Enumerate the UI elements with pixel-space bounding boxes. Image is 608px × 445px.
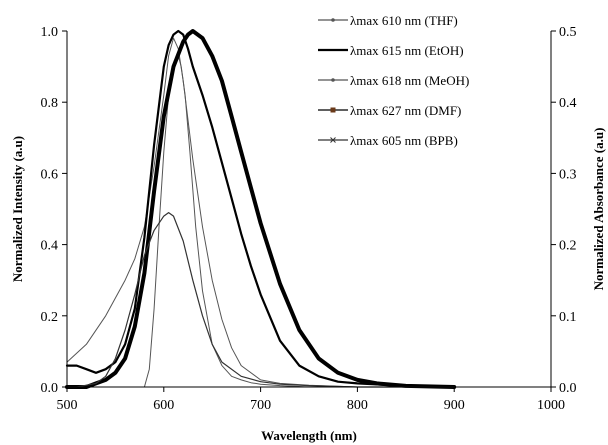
series-line-4 (65, 29, 457, 389)
x-tick-label: 900 (444, 398, 465, 413)
x-tick-label: 700 (250, 398, 271, 413)
legend-label: λmax 610 nm (THF) (350, 13, 458, 28)
legend-item: λmax 605 nm (BPB) (318, 133, 458, 148)
legend-marker (330, 107, 336, 113)
y-tick-label: 0.0 (41, 381, 59, 396)
axes-layer (66, 31, 552, 388)
series-line-5 (66, 212, 455, 388)
ticks-layer: 500 600 700 800 900 1000 0.0 0.2 0.4 0.6 0.8 1.0 0.0… (41, 25, 577, 413)
legend-marker (331, 18, 335, 22)
y2-tick-label: 0.4 (559, 96, 577, 111)
y-axis-title: Normalized Intensity (a.u) (10, 136, 25, 282)
y2-axis-title: Normalized Absorbance (a.u) (591, 128, 606, 291)
x-tick-label: 600 (153, 398, 174, 413)
y-tick-label: 0.6 (41, 167, 59, 182)
y2-tick-label: 0.3 (559, 167, 577, 182)
legend-label: λmax 605 nm (BPB) (350, 133, 458, 148)
x-tick-label: 800 (347, 398, 368, 413)
legend-label: λmax 618 nm (MeOH) (350, 73, 469, 88)
y-tick-label: 0.4 (41, 239, 59, 254)
y2-tick-label: 0.1 (559, 310, 577, 325)
series-line-2 (65, 29, 456, 389)
legend-item: λmax 610 nm (THF) (318, 13, 458, 28)
legend-item: λmax 618 nm (MeOH) (318, 73, 469, 88)
x-tick-label: 1000 (537, 398, 565, 413)
legend-label: λmax 615 nm (EtOH) (350, 43, 464, 58)
series-line-1 (66, 37, 455, 388)
legend-item: λmax 627 nm (DMF) (318, 103, 461, 118)
series-line-3 (143, 55, 552, 388)
y2-tick-label: 0.5 (559, 25, 577, 40)
y-tick-label: 0.2 (41, 310, 59, 325)
legend: λmax 610 nm (THF) λmax 615 nm (EtOH) λmax … (318, 13, 469, 148)
legend-label: λmax 627 nm (DMF) (350, 103, 461, 118)
y2-tick-label: 0.0 (559, 381, 577, 396)
y-tick-label: 0.8 (41, 96, 59, 111)
y2-tick-label: 0.2 (559, 239, 577, 254)
y-tick-label: 1.0 (41, 25, 59, 40)
x-tick-label: 500 (57, 398, 78, 413)
series-layer (65, 29, 552, 389)
legend-item: λmax 615 nm (EtOH) (318, 43, 464, 58)
x-axis-title: Wavelength (nm) (261, 428, 357, 443)
legend-marker (331, 78, 335, 82)
legend-marker (330, 137, 336, 143)
